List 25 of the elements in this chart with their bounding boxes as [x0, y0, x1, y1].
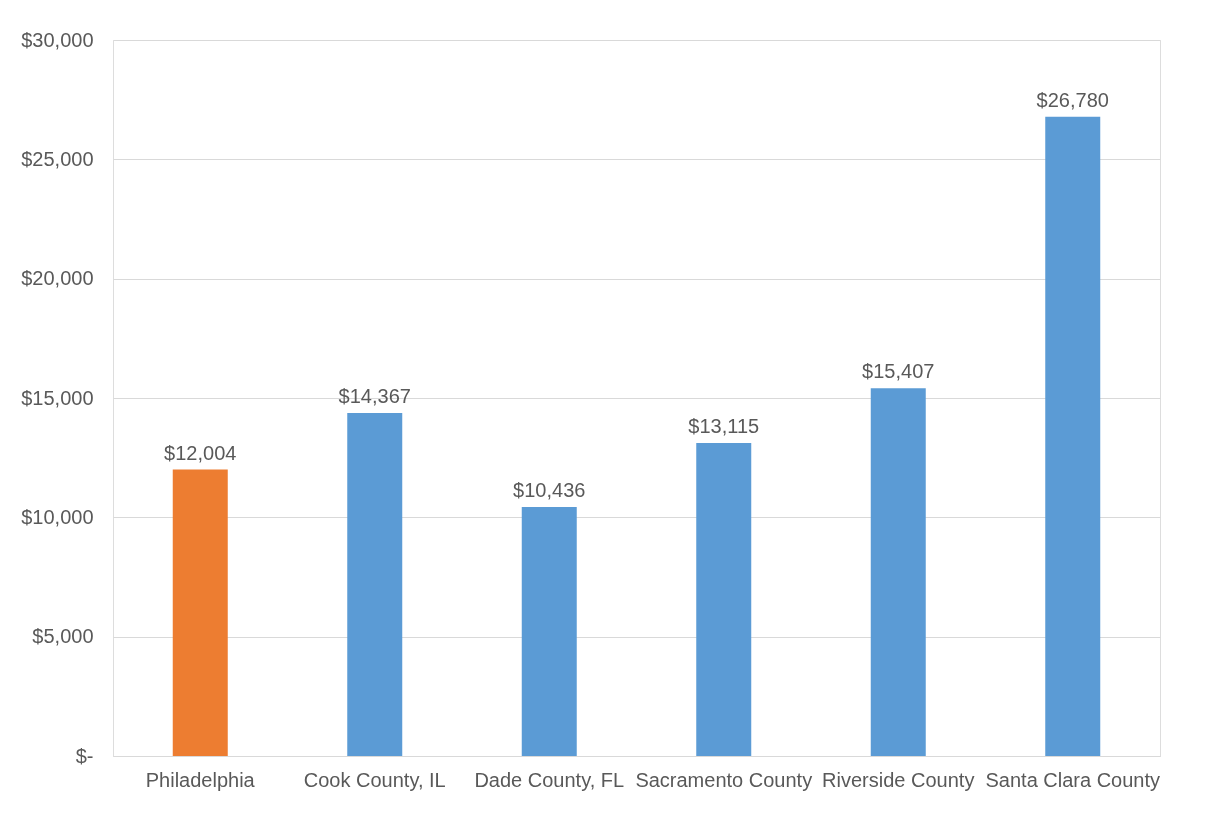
x-tick-label: Cook County, IL [303, 768, 446, 791]
x-tick-label: Sacramento County [635, 768, 813, 791]
x-tick-label: Philadelphia [145, 768, 256, 791]
bar [521, 506, 577, 756]
data-label: $14,367 [338, 385, 411, 408]
y-tick-label: $5,000 [32, 625, 94, 648]
y-tick-label: $- [75, 744, 94, 767]
y-tick-label: $30,000 [21, 28, 94, 51]
y-tick-label: $10,000 [21, 505, 94, 528]
bar [870, 388, 926, 756]
x-tick-label: Dade County, FL [474, 768, 625, 791]
data-label: $26,780 [1036, 88, 1109, 111]
x-tick-label: Riverside County [822, 768, 975, 791]
y-tick-label: $25,000 [21, 147, 94, 170]
bar [347, 413, 403, 756]
x-tick-label: Santa Clara County [985, 768, 1161, 791]
data-label: $15,407 [862, 360, 935, 383]
data-label: $12,004 [164, 441, 237, 464]
bar [172, 469, 228, 756]
bar [696, 442, 752, 756]
y-tick-label: $20,000 [21, 267, 94, 290]
data-label: $10,436 [513, 478, 586, 501]
y-tick-label: $15,000 [21, 386, 94, 409]
bar [1045, 116, 1101, 756]
data-label: $13,115 [688, 414, 760, 437]
